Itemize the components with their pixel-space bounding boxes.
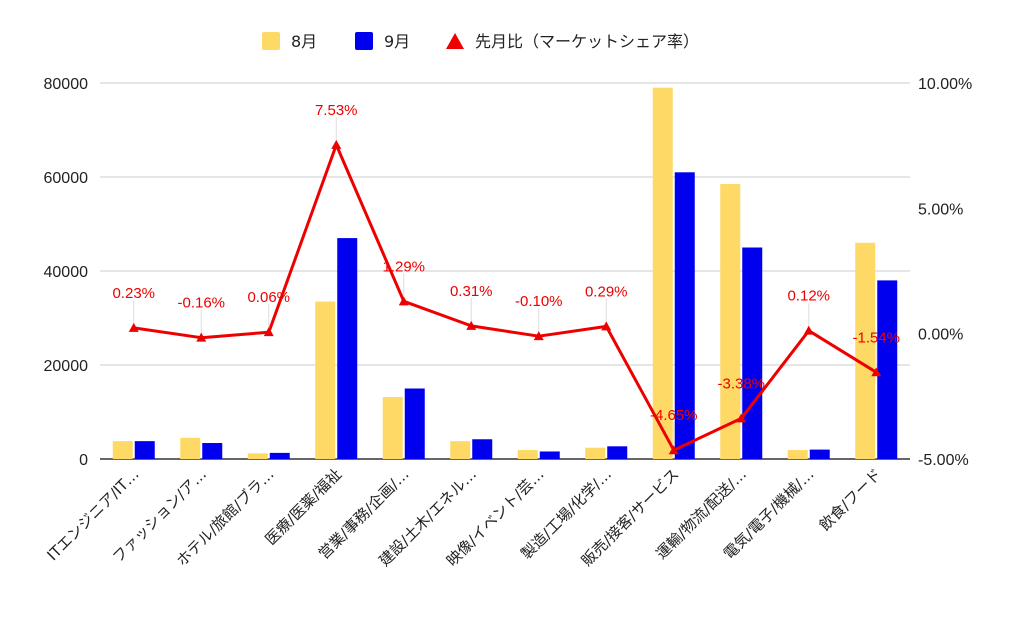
data-label: -3.38% [717, 375, 765, 392]
legend-swatch [355, 32, 373, 50]
bar-aug [720, 184, 741, 460]
x-axis: ITエンジニア/IT…ファッション/ア…ホテル/旅館/ブラ…医療/医薬/福祉営業… [43, 465, 885, 570]
right-tick-label: 0.00% [918, 327, 963, 344]
line-point-marker [871, 367, 882, 377]
left-tick-label: 0 [79, 452, 88, 469]
bar-aug [585, 447, 606, 459]
data-label: 0.23% [112, 285, 155, 302]
line-point-marker [196, 332, 207, 342]
data-label: 0.29% [585, 283, 628, 300]
bar-sep [202, 443, 223, 459]
bar-sep [809, 449, 830, 459]
left-tick-label: 80000 [44, 76, 89, 93]
bar-sep [337, 238, 358, 459]
legend-label: 8月 [291, 32, 317, 51]
bar-sep [472, 439, 493, 459]
line-point-marker [331, 139, 342, 149]
line-point-marker [466, 320, 477, 330]
legend: 8月 9月 先月比（マーケットシェア率） [262, 32, 699, 51]
line-series: 0.23% -0.16% 0.06% 7.53% 1.29% 0.31% -0.10% 0.2… [112, 102, 900, 455]
bar-aug [652, 87, 673, 459]
legend-label: 9月 [384, 32, 410, 51]
bar-sep [539, 451, 560, 459]
data-label: 1.29% [382, 258, 425, 275]
line-point-marker [803, 325, 814, 335]
share-line [133, 143, 878, 452]
left-axis: 0 20000 40000 60000 80000 [44, 76, 89, 469]
line-point-marker [263, 327, 274, 337]
bar-aug [112, 441, 133, 459]
category-label: 飲食/フード [816, 465, 885, 534]
gridlines [100, 82, 910, 460]
data-label: -1.54% [852, 329, 900, 346]
left-tick-label: 20000 [44, 358, 89, 375]
right-tick-label: 10.00% [918, 76, 972, 93]
bar-aug [855, 242, 876, 459]
line-point-marker [398, 296, 409, 306]
data-label: 7.53% [315, 102, 358, 119]
data-label: 0.06% [247, 289, 290, 306]
bar-aug [315, 301, 336, 459]
bar-aug [787, 450, 808, 459]
bar-aug [517, 450, 538, 459]
data-label: -4.65% [650, 407, 698, 424]
data-label: -0.16% [177, 295, 225, 312]
bars [112, 87, 898, 460]
data-label: -0.10% [515, 293, 563, 310]
bar-sep [269, 452, 290, 459]
line-point-marker [736, 413, 747, 423]
line-point-marker [601, 321, 612, 331]
legend-swatch [446, 33, 464, 49]
bar-sep [877, 280, 898, 459]
left-tick-label: 40000 [44, 264, 89, 281]
bar-aug [450, 441, 471, 459]
bar-sep [404, 388, 425, 459]
legend-swatch [262, 32, 280, 50]
line-point-marker [533, 331, 544, 341]
line-point-marker [668, 445, 679, 455]
bar-sep [607, 446, 628, 459]
right-axis: -5.00% 0.00% 5.00% 10.00% [918, 76, 972, 469]
bar-sep [134, 441, 155, 459]
right-tick-label: 5.00% [918, 201, 963, 218]
bar-aug [247, 453, 268, 459]
bar-sep [674, 172, 695, 460]
bar-sep [742, 247, 763, 459]
legend-label: 先月比（マーケットシェア率） [475, 32, 699, 51]
right-tick-label: -5.00% [918, 452, 969, 469]
bar-aug [382, 396, 403, 459]
data-label: 0.31% [450, 283, 493, 300]
left-tick-label: 60000 [44, 170, 89, 187]
bar-aug [180, 437, 201, 459]
line-point-marker [128, 322, 139, 332]
data-label: 0.12% [787, 288, 830, 305]
